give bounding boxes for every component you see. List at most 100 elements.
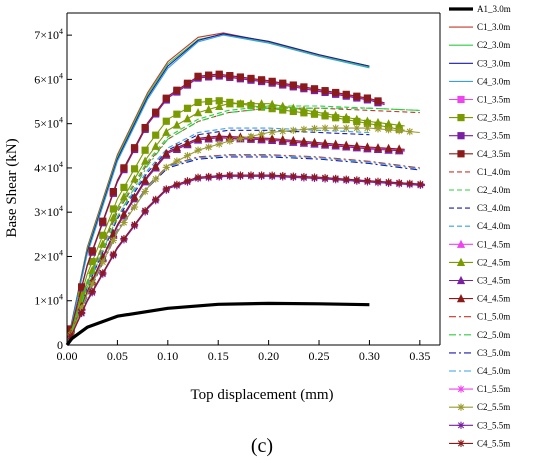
data-point: [204, 104, 213, 114]
data-point: [99, 217, 107, 225]
y-tick-label: 3×104: [34, 204, 63, 219]
data-point: [88, 287, 96, 296]
data-point: [352, 141, 361, 150]
data-point: [152, 195, 160, 203]
data-point: [300, 83, 308, 91]
data-point: [119, 209, 129, 218]
data-point: [183, 152, 192, 160]
data-point: [215, 70, 223, 78]
data-point: [278, 134, 287, 144]
y-tick-label: 1×104: [34, 293, 63, 308]
data-point: [204, 132, 213, 141]
data-point: [406, 179, 414, 187]
data-point: [130, 203, 139, 211]
data-point: [194, 72, 202, 80]
legend-item: C3_3.0m: [449, 58, 510, 68]
data-point: [151, 161, 160, 170]
data-point: [119, 192, 129, 201]
data-point: [109, 205, 117, 213]
plot-area: [65, 32, 425, 346]
legend-label: C4_3.0m: [477, 76, 510, 86]
data-point: [183, 79, 192, 87]
data-point: [130, 174, 139, 183]
series-C1_5.5m: [66, 171, 425, 346]
data-point: [247, 132, 255, 140]
legend-item: C2_3.0m: [449, 40, 510, 50]
data-point: [183, 177, 192, 185]
data-point: [257, 171, 266, 179]
legend-item: C2_4.0m: [449, 185, 510, 195]
series-line: [66, 136, 405, 346]
series-line: [66, 107, 420, 346]
legend-item: C4_5.0m: [449, 366, 510, 376]
data-point: [342, 175, 350, 183]
data-point: [99, 269, 107, 277]
data-point: [299, 136, 309, 145]
data-point: [205, 172, 213, 181]
data-point: [120, 183, 128, 192]
data-point: [193, 108, 203, 117]
legend-label: C1_4.0m: [477, 167, 510, 177]
legend-item: C1_5.0m: [449, 312, 510, 322]
data-point: [215, 131, 224, 140]
data-point: [120, 234, 128, 243]
data-point: [353, 176, 361, 184]
data-point: [310, 85, 319, 93]
data-point: [321, 87, 329, 95]
data-point: [88, 258, 96, 266]
data-point: [205, 97, 213, 106]
data-point: [332, 124, 340, 132]
legend-item: C1_3.5m: [449, 95, 510, 105]
data-point: [215, 97, 223, 105]
y-axis-title: Base Shear (kN): [4, 138, 20, 237]
legend-item: C3_5.5m: [449, 420, 510, 430]
legend-label: C2_5.0m: [477, 330, 510, 340]
series-C2_4.5m: [66, 99, 405, 346]
data-point: [363, 177, 372, 185]
data-point: [289, 81, 297, 89]
data-point: [194, 146, 202, 154]
legend-label: C1_5.0m: [477, 312, 510, 322]
legend-item: A1_3.0m: [449, 4, 511, 14]
data-point: [257, 76, 266, 84]
series-C2_5.0m: [66, 107, 420, 346]
x-tick-label: 0.35: [409, 349, 430, 363]
legend-marker: [457, 385, 465, 393]
data-point: [374, 177, 382, 185]
data-point: [194, 98, 202, 107]
data-point: [120, 164, 128, 172]
series-line: [66, 129, 370, 346]
series-C3_4.0m: [66, 129, 370, 346]
data-point: [151, 141, 160, 150]
x-tick-label: 0.05: [107, 349, 128, 363]
x-tick-label: 0.10: [157, 349, 178, 363]
data-point: [236, 171, 244, 179]
y-tick-label: 2×104: [34, 248, 63, 263]
data-point: [300, 172, 308, 181]
series-C1_4.5m: [66, 132, 405, 346]
data-point: [300, 125, 308, 134]
data-point: [289, 126, 297, 134]
legend-label: C2_4.0m: [477, 185, 510, 195]
legend-label: C1_4.5m: [477, 239, 510, 249]
data-point: [236, 73, 244, 81]
data-point: [268, 99, 277, 108]
data-point: [141, 156, 150, 165]
data-point: [310, 124, 319, 133]
series-C4_4.5m: [66, 131, 405, 346]
data-point: [130, 192, 139, 201]
panel-label: (c): [251, 435, 273, 457]
data-point: [289, 172, 297, 180]
data-point: [141, 123, 149, 132]
data-point: [236, 135, 244, 143]
data-point: [268, 133, 277, 143]
data-point: [374, 97, 382, 105]
data-point: [130, 220, 139, 229]
data-point: [226, 72, 234, 80]
legend-marker: [457, 95, 465, 104]
series-C3_4.5m: [66, 133, 405, 346]
x-axis-title: Top displacement (mm): [190, 387, 333, 403]
data-point: [215, 140, 223, 148]
legend-marker: [457, 150, 465, 158]
